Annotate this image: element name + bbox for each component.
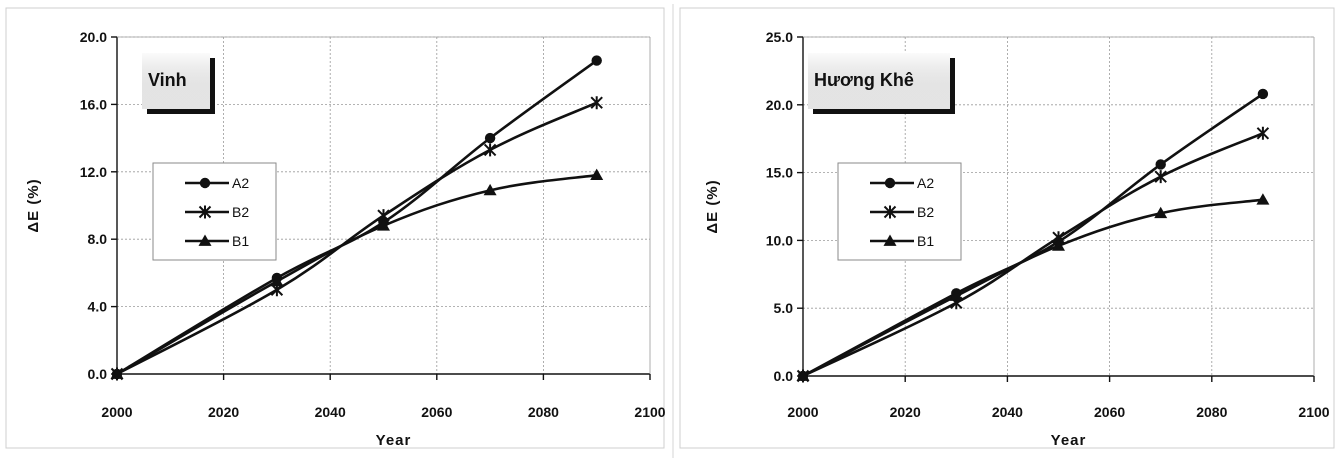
legend-marker-B1: [198, 234, 212, 246]
data-point-B2: [1154, 170, 1167, 184]
chart-panel-1: 2000 2020 2040 2060 2080 2100 0.0 4.0 8.0 12.0 16.…: [5, 7, 666, 449]
x-tick-label: 2020: [208, 404, 239, 420]
legend-entry-B1: B1: [185, 233, 249, 249]
data-point-B1: [110, 367, 124, 379]
series-line-B2: [115, 101, 598, 376]
data-point-B1: [1154, 206, 1168, 219]
legend-entry-B1: B1: [870, 233, 934, 249]
chart-panel-2: 2000 2020 2040 2060 2080 2100 0.0 5.0 10.0 15.0 20…: [679, 7, 1335, 449]
series-B1: [796, 193, 1270, 381]
y-axis-title: ΔE (%): [704, 179, 721, 233]
data-point-B1: [377, 219, 390, 231]
legend-label-B2: B2: [917, 204, 934, 220]
x-tick-label: 2020: [890, 404, 921, 420]
y-tick-label: 5.0: [774, 300, 794, 316]
data-point-B1: [1256, 193, 1270, 205]
x-tick-label: 2100: [634, 404, 665, 420]
x-axis-title: Year: [376, 432, 412, 449]
legend-label-A2: A2: [917, 175, 934, 191]
y-tick-label: 8.0: [88, 231, 108, 247]
series-line-B2: [801, 131, 1265, 378]
y-tick-labels: 0.0 4.0 8.0 12.0 16.0 20.0: [80, 29, 107, 382]
x-tick-label: 2080: [1196, 404, 1227, 420]
legend-entry-A2: A2: [185, 175, 249, 191]
chart-title-box: Hương Khê: [808, 53, 955, 114]
y-tick-label: 16.0: [80, 96, 107, 112]
x-tick-label: 2040: [315, 404, 346, 420]
x-tick-label: 2040: [992, 404, 1023, 420]
legend-marker-A2: [884, 177, 896, 189]
legend-marker-B2: [883, 205, 897, 219]
x-tick-labels: 2000 2020 2040 2060 2080 2100: [101, 404, 665, 420]
legend-entry-A2: A2: [870, 175, 934, 191]
data-point-B1: [796, 369, 810, 381]
legend-marker-A2: [199, 177, 211, 189]
chart-title: Hương Khê: [814, 70, 914, 90]
y-tick-label: 25.0: [766, 29, 793, 45]
y-tick-label: 20.0: [766, 97, 793, 113]
y-tick-label: 0.0: [88, 366, 108, 382]
panel-frame: [5, 7, 665, 449]
legend: A2 B2 B1: [837, 162, 962, 261]
data-point-B2: [1256, 126, 1270, 140]
legend-marker-B1: [883, 234, 897, 246]
legend-label-A2: A2: [232, 175, 249, 191]
series-line-B1: [801, 198, 1265, 378]
x-axis-title: Year: [1051, 432, 1087, 449]
y-tick-label: 20.0: [80, 29, 107, 45]
x-tick-label: 2060: [1094, 404, 1125, 420]
title-box-highlight: [808, 53, 950, 109]
series-line-B1: [115, 173, 598, 376]
legend-label-B1: B1: [232, 233, 249, 249]
x-tick-label: 2000: [101, 404, 132, 420]
legend-label-B2: B2: [232, 204, 249, 220]
y-tick-label: 12.0: [80, 164, 107, 180]
panel-frame: [679, 7, 1335, 449]
y-tick-labels: 0.0 5.0 10.0 15.0 20.0 25.0: [766, 29, 793, 384]
data-point-A2: [484, 132, 496, 144]
y-tick-label: 10.0: [766, 232, 793, 248]
data-point-B1: [949, 289, 963, 301]
data-point-B1: [483, 183, 497, 196]
data-point-A2: [1155, 159, 1166, 170]
chart-title: Vinh: [148, 70, 187, 90]
legend-label-B1: B1: [917, 233, 934, 249]
data-point-B2: [590, 96, 603, 110]
x-tick-label: 2080: [528, 404, 559, 420]
y-tick-label: 0.0: [774, 368, 794, 384]
series-B1: [110, 168, 604, 379]
title-box-highlight: [142, 53, 210, 109]
y-tick-label: 4.0: [88, 299, 108, 315]
chart-title-box: Vinh: [142, 53, 215, 114]
y-tick-label: 15.0: [766, 165, 793, 181]
legend: A2 B2 B1: [152, 162, 277, 261]
legend-entry-B2: B2: [185, 204, 249, 220]
data-point-B1: [270, 274, 284, 287]
x-tick-label: 2100: [1298, 404, 1329, 420]
data-point-A2: [591, 55, 602, 66]
legend-marker-B2: [198, 205, 212, 219]
data-point-B2: [483, 143, 497, 157]
data-point-B1: [1052, 239, 1065, 251]
data-point-B1: [590, 168, 604, 181]
x-tick-label: 2060: [421, 404, 452, 420]
x-tick-labels: 2000 2020 2040 2060 2080 2100: [787, 404, 1329, 420]
legend-entry-B2: B2: [870, 204, 934, 220]
y-axis-title: ΔE (%): [25, 178, 42, 232]
data-point-A2: [1257, 88, 1269, 100]
x-tick-label: 2000: [787, 404, 818, 420]
